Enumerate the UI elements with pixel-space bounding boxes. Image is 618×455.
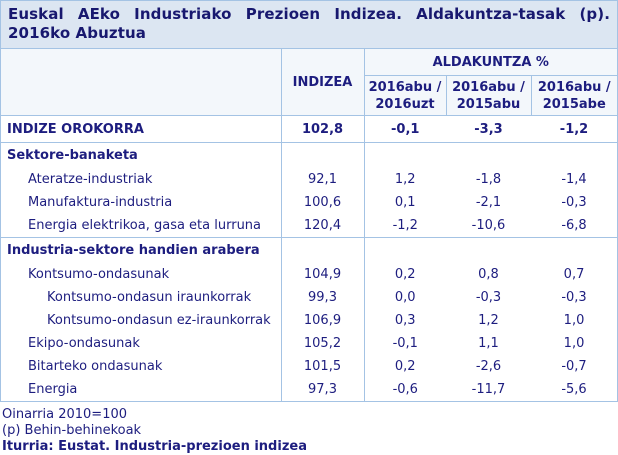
row-label: Kontsumo-ondasun iraunkorrak <box>47 290 252 305</box>
price-index-table: INDIZEA ALDAKUNTZA % 2016abu / 2016uzt 2… <box>1 49 618 401</box>
change-value: 0,2 <box>394 267 416 282</box>
change-value: 1,2 <box>394 172 416 187</box>
table-row: Energia elektrikoa, gasa eta lurruna 120… <box>1 214 617 238</box>
index-value: 100,6 <box>280 191 365 214</box>
source-note: Iturria: Eustat. Industria-prezioen indi… <box>2 439 307 454</box>
table-row: Kontsumo-ondasunak 104,9 0,2 0,8 0,7 <box>1 263 617 286</box>
table-row: Kontsumo-ondasun iraunkorrak 99,3 0,0 -0… <box>1 286 617 309</box>
change-value: -2,1 <box>475 195 502 210</box>
footnotes: Oinarria 2010=100 (p) Behin-behinekoak I… <box>0 402 618 455</box>
table-row: Energia 97,3 -0,6 -11,7 -5,6 <box>1 378 617 401</box>
base-note: Oinarria 2010=100 <box>2 407 128 422</box>
change-value: -5,6 <box>561 382 587 397</box>
change-value <box>364 142 446 168</box>
page-title: Euskal AEko Industriako Prezioen Indizea… <box>1 1 617 49</box>
index-value: 99,3 <box>280 286 365 309</box>
change-value: -1,2 <box>559 121 589 137</box>
row-label-column-header <box>1 49 281 116</box>
table-section-row: Sektore-banaketa <box>1 142 618 168</box>
row-label: Kontsumo-ondasunak <box>28 267 170 282</box>
index-value: 120,4 <box>280 214 365 238</box>
index-value: 106,9 <box>280 309 365 332</box>
table-row: Ateratze-industriak 92,1 1,2 -1,8 -1,4 <box>1 168 617 191</box>
change-value: 0,1 <box>394 195 416 210</box>
index-value: 97,3 <box>280 378 365 401</box>
row-label: Manufaktura-industria <box>28 195 173 210</box>
row-label: Energia elektrikoa, gasa eta lurruna <box>28 218 262 233</box>
change-value: -0,3 <box>561 290 587 305</box>
row-label: Energia <box>28 382 78 397</box>
change-value: -0,6 <box>392 382 418 397</box>
table-row: Kontsumo-ondasun ez-iraunkorrak 106,9 0,… <box>1 309 617 332</box>
change-value: 1,0 <box>563 336 585 351</box>
change-value <box>446 237 531 263</box>
change-value: 1,2 <box>478 313 499 328</box>
change-value: -0,1 <box>391 121 420 137</box>
change-value: -1,8 <box>475 172 502 187</box>
table-header: INDIZEA ALDAKUNTZA % 2016abu / 2016uzt 2… <box>1 49 618 116</box>
table-row: Manufaktura-industria 100,6 0,1 -2,1 -0,… <box>1 191 617 214</box>
row-label: Sektore-banaketa <box>1 142 281 168</box>
index-value: 101,5 <box>280 355 365 378</box>
header-sub-row: 2016abu / 2016uzt 2016abu / 2015abu 2016… <box>1 75 618 116</box>
change-value: 0,0 <box>394 290 416 305</box>
row-label: INDIZE OROKORRA <box>7 121 144 137</box>
change-group-header: ALDAKUNTZA % <box>363 49 618 76</box>
index-value: 104,9 <box>280 263 365 286</box>
change-value: 1,0 <box>563 313 585 328</box>
index-value <box>280 237 365 263</box>
index-value: 102,8 <box>280 115 365 143</box>
index-value: 92,1 <box>280 168 365 191</box>
table-section-row: Industria-sektore handien arabera <box>1 237 618 263</box>
change-column-header-1: 2016abu / 2016uzt <box>364 75 446 116</box>
table-row: Ekipo-ondasunak 105,2 -0,1 1,1 1,0 <box>1 332 617 355</box>
row-label: Bitarteko ondasunak <box>28 359 163 374</box>
change-value: -0,1 <box>392 336 418 351</box>
change-value <box>446 142 531 168</box>
provisional-note: (p) Behin-behinekoak <box>2 423 142 438</box>
row-label: Ateratze-industriak <box>28 172 153 187</box>
index-column-header: INDIZEA <box>280 49 365 116</box>
change-value: -1,4 <box>561 172 587 187</box>
change-value: -0,3 <box>561 195 587 210</box>
change-value: -0,7 <box>561 359 587 374</box>
change-value <box>531 142 618 168</box>
change-value: 0,8 <box>478 267 499 282</box>
row-label: Ekipo-ondasunak <box>28 336 140 351</box>
table-row: Bitarteko ondasunak 101,5 0,2 -2,6 -0,7 <box>1 355 617 378</box>
change-value: 0,2 <box>394 359 416 374</box>
change-value: -6,8 <box>561 218 587 233</box>
change-value: 0,3 <box>394 313 416 328</box>
price-index-report: Euskal AEko Industriako Prezioen Indizea… <box>0 0 618 402</box>
change-column-header-3: 2016abu / 2015abe <box>530 75 618 116</box>
change-value: -10,6 <box>471 218 506 233</box>
change-value: -3,3 <box>474 121 503 137</box>
index-value: 105,2 <box>280 332 365 355</box>
row-label: Kontsumo-ondasun ez-iraunkorrak <box>47 313 271 328</box>
change-value <box>531 237 618 263</box>
change-column-header-2: 2016abu / 2015abu <box>445 75 531 116</box>
header-group-row: INDIZEA ALDAKUNTZA % <box>1 49 618 116</box>
change-value: -1,2 <box>392 218 418 233</box>
change-value: -11,7 <box>471 382 506 397</box>
change-value: 0,7 <box>563 267 585 282</box>
change-value: -2,6 <box>475 359 502 374</box>
change-value: 1,1 <box>478 336 499 351</box>
index-value <box>280 142 365 168</box>
table-row: INDIZE OROKORRA 102,8 -0,1 -3,3 -1,2 <box>1 115 617 143</box>
row-label: Industria-sektore handien arabera <box>1 237 281 263</box>
table-body: INDIZE OROKORRA 102,8 -0,1 -3,3 -1,2 Sek… <box>1 115 618 401</box>
change-value <box>364 237 446 263</box>
change-value: -0,3 <box>475 290 502 305</box>
